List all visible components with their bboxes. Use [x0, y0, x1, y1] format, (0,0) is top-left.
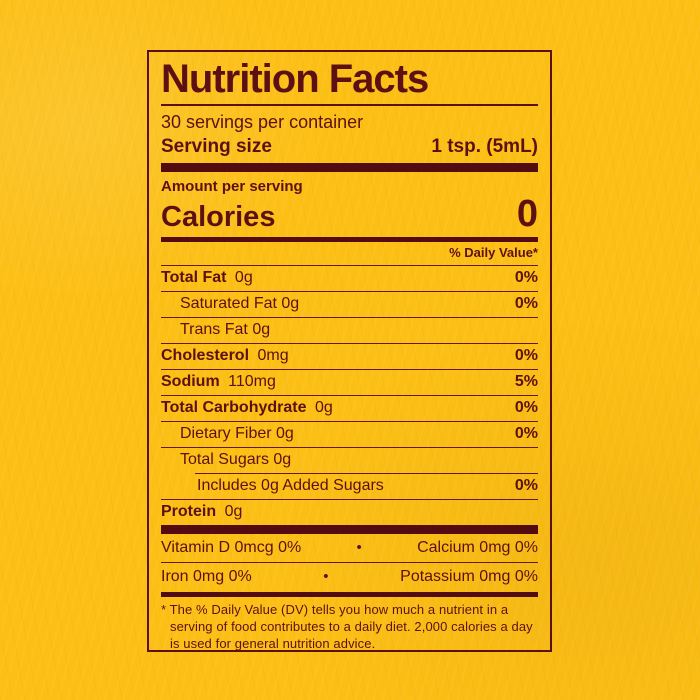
amount-per-serving: Amount per serving — [161, 177, 303, 195]
nutrient-name-amount: Total Sugars 0g — [180, 450, 292, 468]
nutrient-name-amount: Sodium 110mg — [161, 372, 276, 390]
nutrient-row-cholesterol: Cholesterol 0mg 0% — [161, 344, 538, 369]
nutrient-name-amount: Protein 0g — [161, 502, 243, 520]
nutrient-name-amount: Includes 0g Added Sugars — [197, 476, 384, 494]
row-divider — [161, 498, 538, 500]
medium-bar — [161, 236, 538, 242]
daily-value-percent: 0% — [514, 476, 538, 494]
nutrient-row-includes-0g-added-sugars: Includes 0g Added Sugars 0% — [161, 474, 538, 499]
daily-value-percent: 0% — [514, 346, 538, 364]
bullet-separator: • — [356, 538, 362, 556]
nutrient-name-amount: Trans Fat 0g — [180, 320, 271, 338]
daily-value-percent: 0% — [514, 294, 538, 312]
nutrient-row-total-carbohydrate: Total Carbohydrate 0g 0% — [161, 396, 538, 421]
row-divider — [161, 264, 538, 266]
nutrient-name-amount: Total Fat 0g — [161, 268, 253, 286]
calories-label: Calories — [161, 200, 276, 233]
micronutrient-rows: Vitamin D 0mcg 0% • Calcium 0mg 0% Iron 0mg… — [161, 534, 538, 593]
micronutrient-left: Vitamin D 0mcg 0% — [161, 538, 302, 556]
servings-per-container: 30 servings per container — [161, 111, 364, 132]
serving-size-value: 1 tsp. (5mL) — [431, 136, 538, 158]
micronutrient-row: Vitamin D 0mcg 0% • Calcium 0mg 0% — [161, 534, 538, 563]
nutrient-name-amount: Total Carbohydrate 0g — [161, 398, 333, 416]
row-divider — [161, 290, 538, 292]
nutrient-row-total-sugars: Total Sugars 0g — [161, 448, 538, 473]
nutrient-row-protein: Protein 0g — [161, 500, 538, 525]
nutrient-name-amount: Dietary Fiber 0g — [180, 424, 294, 442]
bullet-separator: • — [323, 568, 329, 586]
row-divider — [161, 316, 538, 318]
thick-bar — [161, 524, 538, 534]
row-divider — [161, 394, 538, 396]
row-divider — [161, 446, 538, 448]
nutrient-row-dietary-fiber: Dietary Fiber 0g 0% — [161, 422, 538, 447]
nutrient-rows: Total Fat 0g 0% Saturated Fat 0g 0% Trans Fa… — [161, 264, 538, 525]
nutrient-name-amount: Cholesterol 0mg — [161, 346, 289, 364]
footnote: * The % Daily Value (DV) tells you how m… — [161, 602, 533, 652]
daily-value-percent: 5% — [514, 372, 538, 390]
daily-value-percent: 0% — [514, 398, 538, 416]
nutrient-row-trans-fat: Trans Fat 0g — [161, 318, 538, 343]
micronutrient-row: Iron 0mg 0% • Potassium 0mg 0% — [161, 563, 538, 592]
micronutrient-left: Iron 0mg 0% — [161, 568, 252, 586]
row-divider — [161, 342, 538, 344]
row-divider — [161, 368, 538, 370]
nutrient-row-sodium: Sodium 110mg 5% — [161, 370, 538, 395]
nutrient-row-total-fat: Total Fat 0g 0% — [161, 266, 538, 291]
row-divider — [195, 472, 538, 474]
calories-value: 0 — [516, 192, 538, 235]
serving-size-row: Serving size 1 tsp. (5mL) — [161, 135, 538, 159]
micronutrient-right: Potassium 0mg 0% — [400, 568, 538, 586]
daily-value-percent: 0% — [514, 268, 538, 286]
nutrient-name-amount: Saturated Fat 0g — [180, 294, 300, 312]
calories-row: Calories 0 — [161, 192, 538, 235]
label-title: Nutrition Facts — [161, 57, 429, 101]
daily-value-header: % Daily Value* — [449, 244, 538, 260]
nutrient-row-saturated-fat: Saturated Fat 0g 0% — [161, 292, 538, 317]
nutrition-facts-label: Nutrition Facts 30 servings per containe… — [147, 50, 552, 652]
row-divider — [161, 562, 538, 564]
thick-bar — [161, 162, 538, 172]
medium-bar — [161, 592, 538, 598]
row-divider — [161, 420, 538, 422]
micronutrient-right: Calcium 0mg 0% — [417, 538, 538, 556]
daily-value-percent: 0% — [514, 424, 538, 442]
title-divider — [161, 103, 538, 106]
serving-size-label: Serving size — [161, 136, 272, 158]
